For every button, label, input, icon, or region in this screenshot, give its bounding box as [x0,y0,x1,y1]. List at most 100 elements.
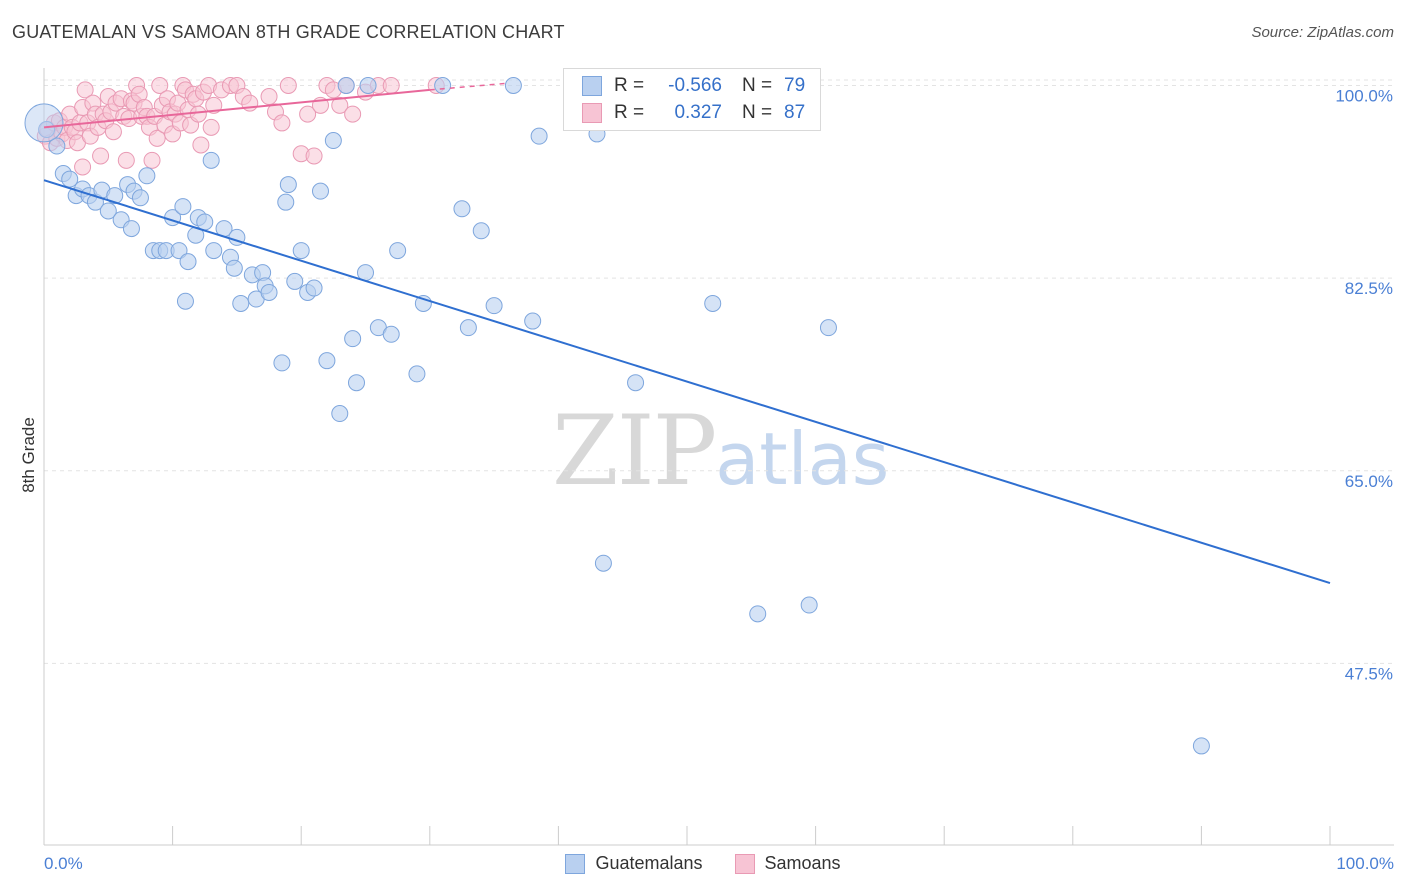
guatemalan-point [279,176,297,194]
samoan-point [205,96,223,114]
guatemalan-point [318,352,336,370]
guatemalan-point [131,189,149,207]
r-value: 0.327 [674,102,722,123]
guatemalan-point [305,279,323,297]
legend-label: Samoans [764,853,841,873]
chart-title: GUATEMALAN VS SAMOAN 8TH GRADE CORRELATI… [12,22,565,42]
y-tick-label: 65.0% [1345,472,1393,491]
guatemalans-swatch [565,853,586,874]
legend-label: Guatemalans [595,853,703,873]
samoan-point [76,81,94,99]
source-credit: Source: ZipAtlas.com [1251,24,1394,41]
n-label: N = [742,75,773,96]
guatemalan-point [344,330,362,348]
legend-row-samoans: R = 0.327 N = 87 [582,101,805,125]
legend-item-guatemalans[interactable]: Guatemalans [565,853,703,874]
correlation-legend: R = -0.566 N = 79 R = 0.327 N = 87 [563,68,821,131]
guatemalan-point [286,272,304,290]
guatemalan-point [232,294,250,312]
guatemalan-point [504,77,522,95]
samoan-point [104,123,122,141]
y-tick-label: 100.0% [1335,87,1393,106]
series-legend: Guatemalans Samoans [0,853,1406,874]
legend-item-samoans[interactable]: Samoans [734,853,841,874]
guatemalan-point [627,374,645,392]
samoan-point [331,96,349,114]
watermark: ZIPatlas [552,395,889,507]
watermark-atlas: atlas [715,417,890,501]
guatemalan-point [138,167,156,185]
guatemalan-point [324,132,342,150]
guatemalan-point [106,187,124,205]
x-tick-label: 0.0% [44,854,83,873]
axes [43,68,1394,846]
samoans-trend-extension [429,82,508,91]
tick-labels: 100.0% 82.5% 65.0% 47.5% 0.0% 100.0% 8th Grade [19,87,1394,873]
guatemalan-point [459,319,477,337]
samoan-point [279,77,297,95]
guatemalan-point [202,151,220,169]
guatemalan-point [359,77,377,95]
trend-lines [43,82,1331,584]
n-label: N = [742,102,773,123]
guatemalan-point [337,77,355,95]
n-value: 79 [784,75,806,96]
guatemalan-point [292,242,310,260]
guatemalan-point [1192,737,1210,755]
guatemalan-point [174,198,192,216]
samoan-point [143,151,161,169]
guatemalans-swatch [582,76,602,96]
samoan-point [74,158,92,176]
legend-row-guatemalans: R = -0.566 N = 79 [582,74,805,98]
samoans-swatch [734,853,755,874]
guatemalan-point [331,405,349,423]
r-label: R = [614,102,645,123]
guatemalan-point [749,605,767,623]
guatemalan-point [311,182,329,200]
guatemalan-point [347,374,365,392]
guatemalan-point [277,193,295,211]
n-value: 87 [784,102,806,123]
guatemalan-point [176,292,194,310]
y-tick-label: 82.5% [1345,279,1393,298]
r-label: R = [614,75,645,96]
guatemalan-point [196,213,214,231]
guatemalan-point [382,325,400,343]
x-tick-label: 100.0% [1336,854,1394,873]
samoans-swatch [582,103,602,123]
guatemalans-trend-line [43,179,1331,584]
samoan-point [260,88,278,106]
guatemalan-point [48,137,66,155]
samoan-point [344,105,362,123]
samoan-point [151,77,169,95]
samoan-point [92,147,110,165]
watermark-zip: ZIP [552,395,717,507]
guatemalan-point [205,242,223,260]
guatemalan-point [530,127,548,145]
guatemalan-point [99,202,117,220]
guatemalan-point [170,242,188,260]
guatemalan-point [704,294,722,312]
guatemalan-point [179,253,197,271]
guatemalans-points [24,77,1210,755]
guatemalan-point [389,242,407,260]
guatemalan-point [225,259,243,277]
samoan-point [189,105,207,123]
guatemalan-point [524,312,542,330]
y-tick-label: 47.5% [1345,664,1393,683]
samoan-point [305,147,323,165]
samoans-trend-line [43,88,430,129]
guatemalan-point [819,319,837,337]
guatemalan-point [453,200,471,218]
grid-lines [44,79,1394,664]
samoan-point [117,151,135,169]
guatemalan-point [594,554,612,572]
samoan-point [148,129,166,147]
guatemalan-cluster [24,103,64,143]
guatemalan-point [61,170,79,188]
guatemalan-point [434,77,452,95]
guatemalan-point [122,220,140,238]
r-value: -0.566 [668,75,722,96]
samoan-point [202,118,220,136]
